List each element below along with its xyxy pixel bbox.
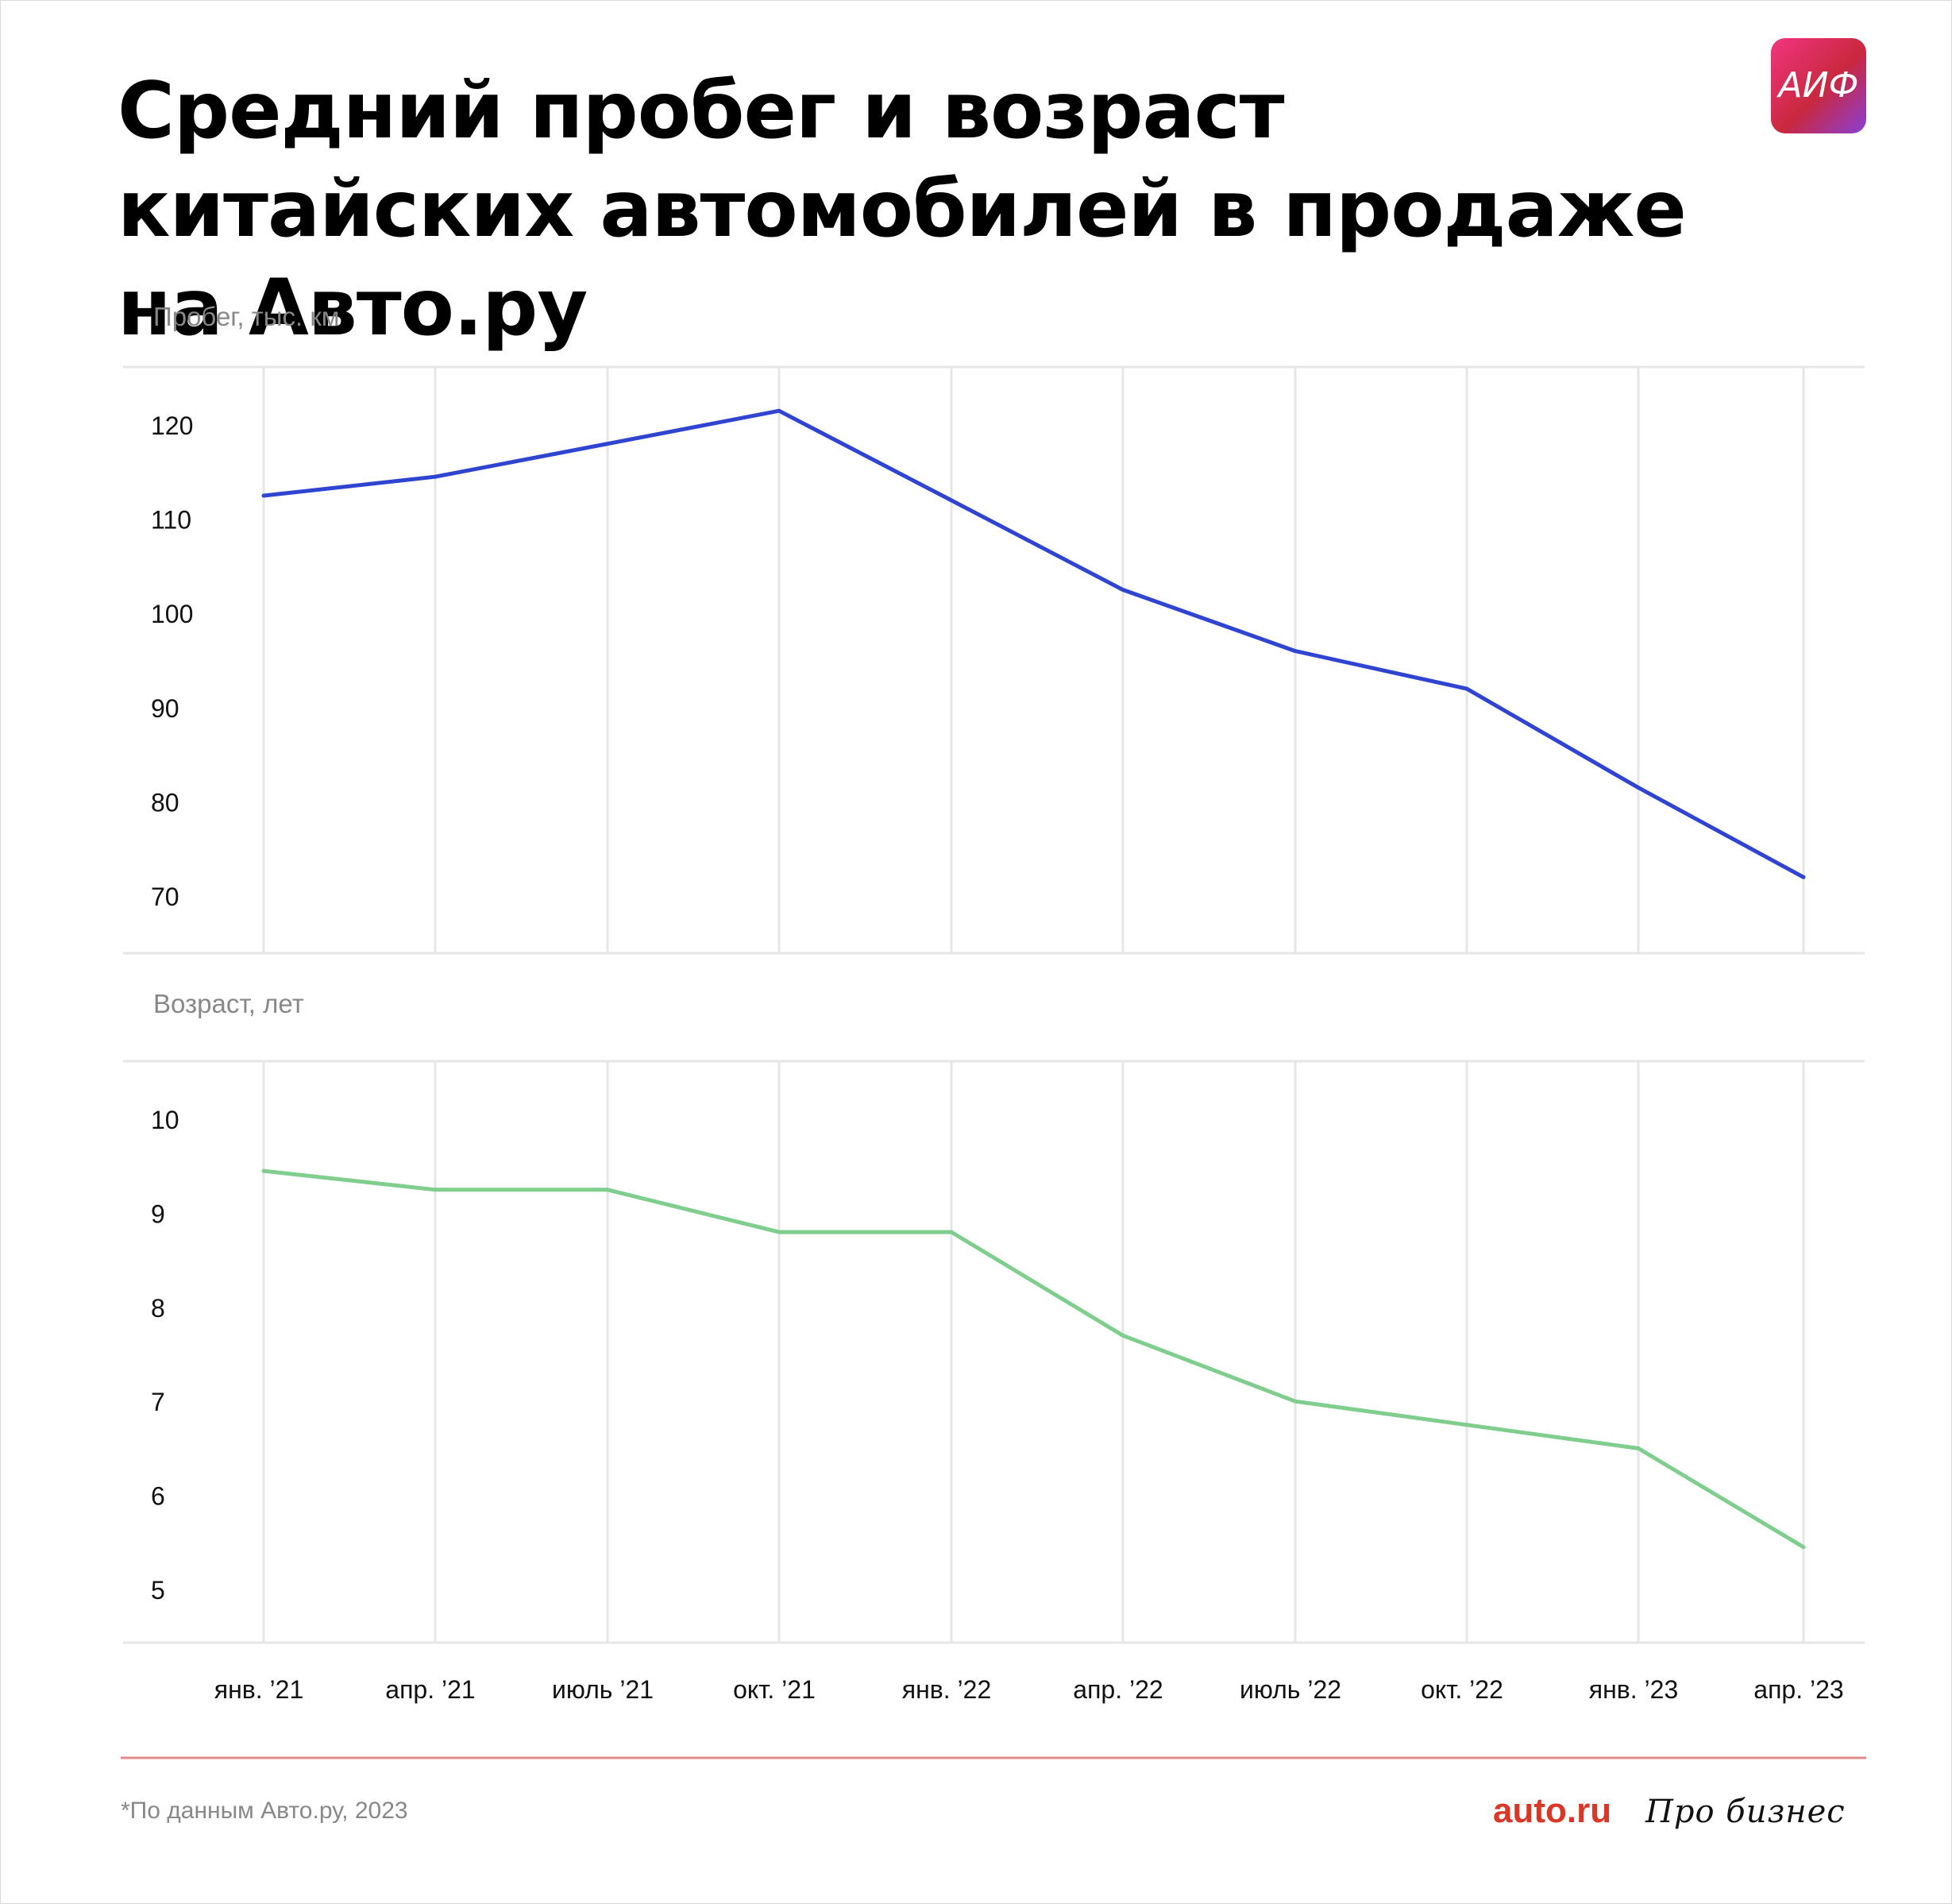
age-point-6 [1293,1399,1298,1404]
mileage-ytick-2: 100 [151,600,193,628]
mileage-point-7 [1464,686,1469,691]
age-point-1 [433,1188,438,1192]
age-ytick-5: 5 [151,1576,165,1605]
logo-text: АИФ [1778,65,1859,106]
xtick-3: окт. ’21 [733,1675,816,1704]
mileage-point-5 [1121,588,1125,592]
mileage-point-9 [1801,875,1806,879]
age-point-8 [1636,1446,1641,1450]
mileage-ytick-5: 70 [151,882,179,911]
age-point-7 [1464,1423,1469,1427]
pro-biznes-logo: Про бизнес [1645,1794,1846,1830]
mileage-ytick-1: 110 [151,506,191,535]
auto-ru-logo: auto.ru [1493,1791,1612,1830]
age-point-5 [1121,1333,1125,1338]
footnote: *По данным Авто.ру, 2023 [121,1798,408,1824]
charts-svg: Пробег, тыс. км 120 110 100 90 80 70 Возраст, л… [121,302,1866,1759]
xtick-8: янв. ’23 [1589,1675,1678,1704]
xtick-0: янв. ’21 [214,1675,303,1704]
mileage-point-4 [949,498,954,503]
age-axis-title: Возраст, лет [153,989,304,1018]
mileage-ytick-3: 90 [151,694,179,723]
xtick-9: апр. ’23 [1753,1675,1843,1704]
mileage-point-0 [261,493,266,498]
mileage-ytick-0: 120 [151,411,193,440]
xtick-7: окт. ’22 [1421,1675,1503,1704]
age-point-2 [605,1188,610,1192]
xtick-5: апр. ’22 [1073,1675,1163,1704]
mileage-series-line [263,408,1805,879]
age-point-0 [261,1168,266,1173]
age-ytick-2: 8 [151,1294,165,1323]
age-ytick-4: 6 [151,1482,165,1511]
age-ytick-3: 7 [151,1388,165,1416]
mileage-point-6 [1293,649,1298,654]
aif-logo: АИФ [1771,38,1866,133]
xtick-6: июль ’22 [1240,1675,1341,1704]
mileage-ytick-4: 80 [151,788,179,817]
age-series-line [263,1168,1805,1549]
age-point-9 [1801,1545,1806,1550]
age-point-3 [777,1230,781,1234]
mileage-point-3 [777,408,781,413]
age-ytick-0: 10 [151,1106,179,1134]
chart-title: Средний пробег и возраст китайских автом… [118,66,1687,353]
xtick-2: июль ’21 [552,1675,654,1704]
mileage-point-2 [605,442,610,446]
age-point-4 [949,1230,954,1234]
mileage-point-1 [433,474,438,479]
xtick-4: янв. ’22 [902,1675,991,1704]
mileage-point-8 [1636,786,1641,790]
mileage-axis-title: Пробег, тыс. км [153,302,339,331]
age-ytick-1: 9 [151,1199,165,1228]
xtick-1: апр. ’21 [385,1675,475,1704]
